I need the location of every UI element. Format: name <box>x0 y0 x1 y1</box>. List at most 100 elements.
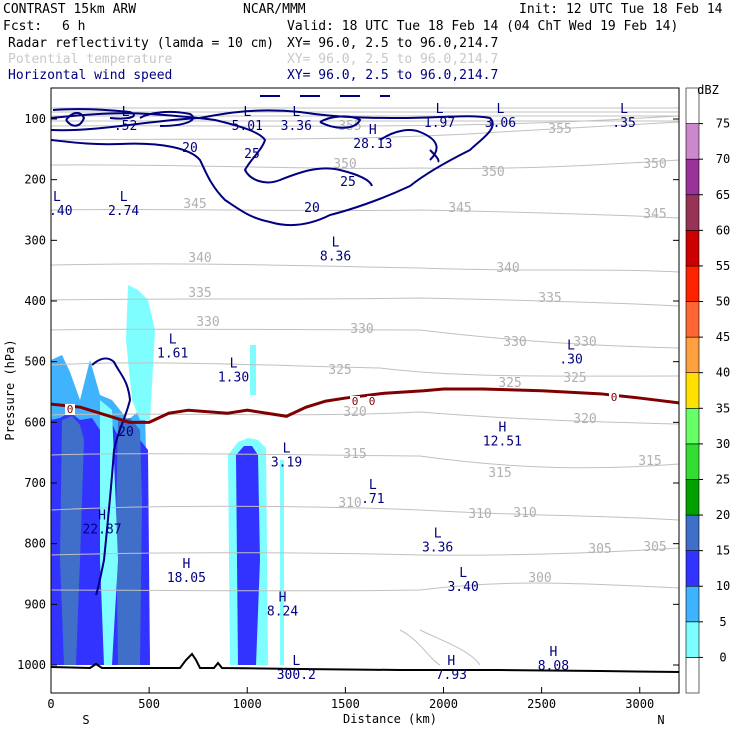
x-tick-label: 500 <box>138 697 160 711</box>
extremum-marker: L.71 <box>361 478 384 507</box>
field-xy-theta: XY= 96.0, 2.5 to 96.0,214.7 <box>287 52 498 67</box>
extremum-marker: L3.06 <box>485 102 516 131</box>
theta-contour-label: 325 <box>498 376 521 391</box>
theta-contour-label: 315 <box>343 447 366 462</box>
colorbar: 0 5 10 15 20 25 30 35 40 45 50 55 60 65 70 75 <box>685 87 730 694</box>
colorbar-unit: dBZ <box>697 83 719 97</box>
extremum-marker: L3.40 <box>447 566 478 595</box>
wind-speed-contour <box>379 129 440 163</box>
theta-contour-label: 330 <box>503 335 526 350</box>
extremum-kind: H <box>549 645 557 660</box>
theta-contour <box>51 297 679 307</box>
colorbar-swatch <box>685 301 700 338</box>
theta-contour <box>51 263 679 273</box>
reflectivity-region <box>60 416 84 665</box>
extremum-value: 3.40 <box>447 580 478 595</box>
y-tick-label: 200 <box>24 173 46 187</box>
extremum-value: .52 <box>114 119 137 134</box>
colorbar-level-label: 20 <box>716 508 730 522</box>
y-tick-label: 700 <box>24 476 46 490</box>
colorbar-swatch <box>685 372 700 409</box>
extremum-kind: L <box>230 357 238 372</box>
field-xy-reflectivity: XY= 96.0, 2.5 to 96.0,214.7 <box>287 36 498 51</box>
extremum-kind: L <box>567 339 575 354</box>
colorbar-swatch <box>685 514 700 551</box>
extremum-marker: L1.30 <box>218 357 249 386</box>
extremum-marker: L.35 <box>612 102 635 131</box>
wind-speed-contour <box>91 357 132 596</box>
colorbar-swatch <box>685 230 700 267</box>
extremum-value: 1.97 <box>424 116 455 131</box>
extremum-value: 7.93 <box>436 668 467 683</box>
theta-contour-label: 330 <box>573 335 596 350</box>
extremum-marker: H18.05 <box>167 557 206 586</box>
freezing-level-label: 0 <box>369 395 376 408</box>
extremum-marker: H28.13 <box>353 123 392 152</box>
field-name-reflectivity: Radar reflectivity (lamda = 10 cm) <box>8 36 274 51</box>
theta-contour <box>51 411 679 425</box>
extremum-kind: L <box>53 190 61 205</box>
theta-contour-label: 310 <box>513 506 536 521</box>
reflectivity-region <box>236 446 260 665</box>
theta-contour-label: 335 <box>538 291 561 306</box>
colorbar-level-label: 60 <box>716 223 730 237</box>
plot-area: 300 305 305 310 310 315 310 315 315 320 320 325 325 3… <box>51 95 679 683</box>
extremum-kind: H <box>98 508 106 523</box>
colorbar-swatch <box>685 123 700 160</box>
colorbar-swatch <box>685 443 700 480</box>
extremum-kind: H <box>447 654 455 669</box>
wind-speed-contour <box>319 115 362 129</box>
extremum-value: 1.61 <box>157 346 188 361</box>
theta-contour <box>399 629 481 666</box>
theta-contour <box>51 453 679 469</box>
x-axis-label: Distance (km) <box>343 712 437 726</box>
extremum-value: 3.36 <box>281 119 312 134</box>
extremum-value: 3.19 <box>271 456 302 471</box>
wind-speed-contour <box>139 110 195 127</box>
wind-contour-label: 20 <box>182 141 198 156</box>
init-label: Init: 12 UTC Tue 18 Feb 14 <box>519 2 723 17</box>
extremum-kind: L <box>620 102 628 117</box>
extremum-value: 3.06 <box>485 116 516 131</box>
extremum-value: .71 <box>361 492 384 507</box>
freezing-level-label: 0 <box>67 403 74 416</box>
extremum-value: 28.13 <box>353 137 392 152</box>
theta-contour-label: 315 <box>638 454 661 469</box>
colorbar-level-label: 35 <box>716 401 730 415</box>
org-label: NCAR/MMM <box>243 2 306 17</box>
theta-contour-label: 350 <box>333 157 356 172</box>
wind-contour-label: 20 <box>118 425 134 440</box>
extremum-value: .30 <box>559 353 582 368</box>
extremum-value: 22.87 <box>82 522 121 537</box>
extremum-kind: L <box>292 654 300 669</box>
colorbar-swatch <box>685 657 700 694</box>
extremum-value: 2.74 <box>108 204 139 219</box>
theta-contour-label: 325 <box>328 363 351 378</box>
reflectivity-region <box>250 345 256 395</box>
extremum-kind: L <box>283 442 291 457</box>
colorbar-swatch <box>685 87 700 124</box>
extremum-value: 300.2 <box>277 668 316 683</box>
reflectivity-region <box>280 460 284 665</box>
field-xy-wind: XY= 96.0, 2.5 to 96.0,214.7 <box>287 68 498 83</box>
freezing-level-label: 0 <box>352 395 359 408</box>
wind-contour-label: 20 <box>304 201 320 216</box>
extremum-value: 8.24 <box>267 604 298 619</box>
x-tick-label: 1500 <box>331 697 360 711</box>
extremum-value: 1.30 <box>218 371 249 386</box>
theta-contour-label: 310 <box>468 507 491 522</box>
theta-contour-label: 340 <box>188 251 211 266</box>
wind-speed-contour <box>65 112 86 127</box>
colorbar-level-label: 0 <box>719 650 726 664</box>
wind-speed-contour <box>52 108 135 120</box>
theta-contour-label: 330 <box>196 315 219 330</box>
theta-contour <box>51 328 679 349</box>
extremum-kind: H <box>369 123 377 138</box>
colorbar-swatch <box>685 336 700 374</box>
colorbar-swatch <box>685 158 700 196</box>
colorbar-level-label: 75 <box>716 117 730 131</box>
theta-contour-label: 310 <box>338 496 361 511</box>
fcst-value: 6 h <box>62 19 85 34</box>
terrain-line <box>51 652 679 673</box>
plot-frame <box>50 87 680 694</box>
